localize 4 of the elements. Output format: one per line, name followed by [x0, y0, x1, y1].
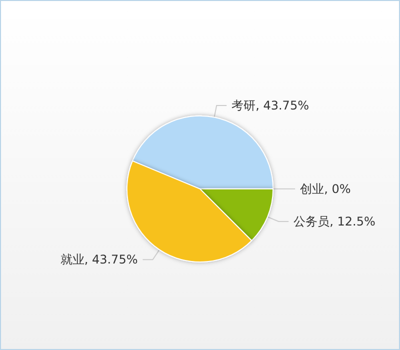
slice-label: 就业, 43.75% — [60, 252, 138, 267]
slice-label: 考研, 43.75% — [232, 98, 309, 112]
legend-label: 创业, 0% — [300, 182, 351, 196]
slice-label: 公务员, 12.5% — [294, 214, 376, 228]
